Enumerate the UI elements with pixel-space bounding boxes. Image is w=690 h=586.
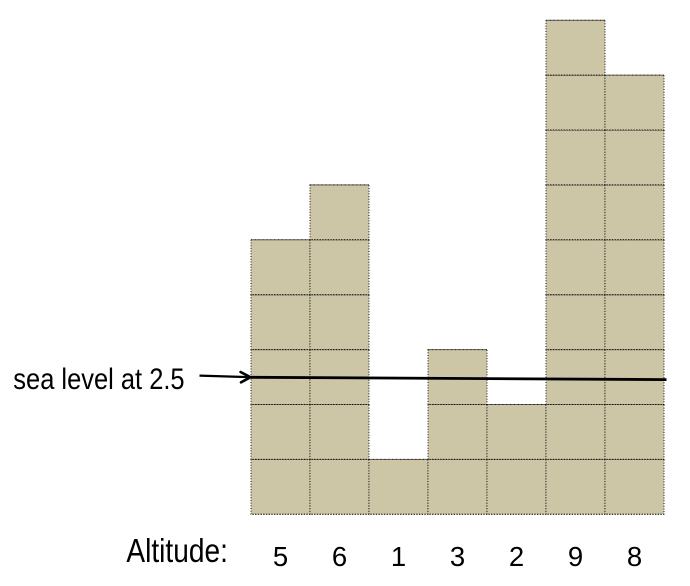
svg-text:5: 5 — [273, 541, 288, 572]
svg-text:3: 3 — [450, 541, 465, 572]
svg-text:1: 1 — [391, 541, 406, 572]
svg-text:sea level at 2.5: sea level at 2.5 — [13, 363, 184, 396]
svg-text:2: 2 — [509, 541, 524, 572]
svg-text:8: 8 — [627, 541, 642, 572]
svg-text:9: 9 — [568, 541, 583, 572]
svg-text:Altitude:: Altitude: — [126, 532, 227, 569]
svg-text:6: 6 — [332, 541, 347, 572]
